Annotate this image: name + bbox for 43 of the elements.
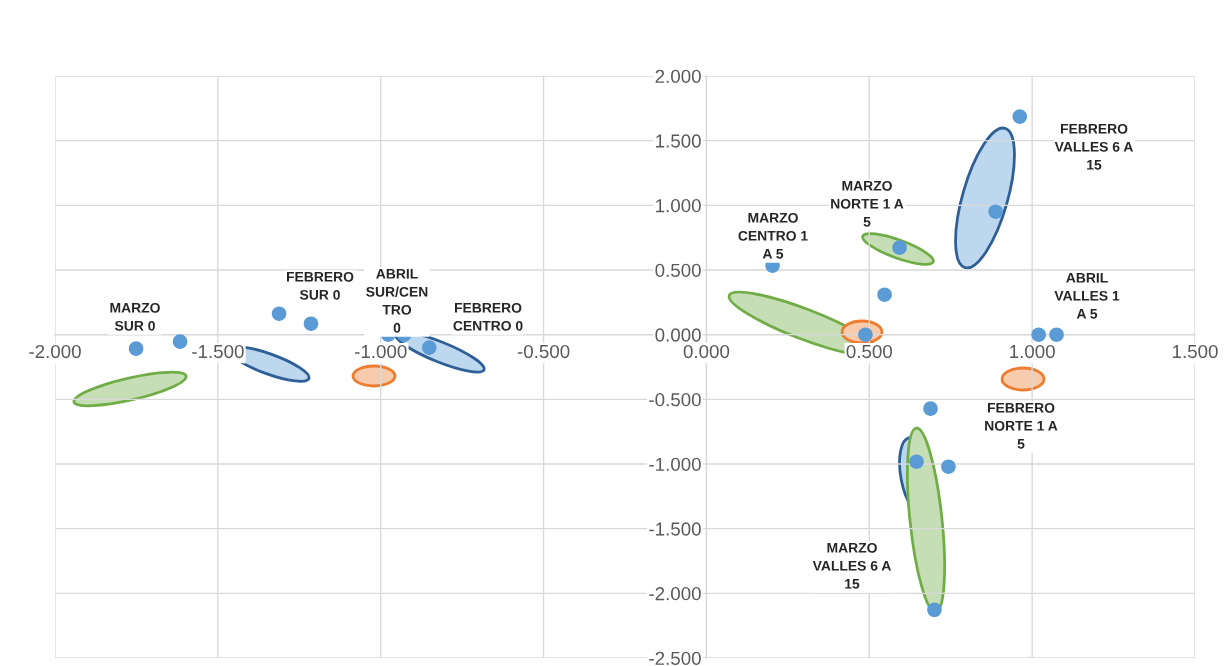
x-tick-label: -1.500 <box>192 344 244 359</box>
annotation: FEBRERO VALLES 6 A 15 <box>1054 123 1133 170</box>
annotation: FEBRERO CENTRO 0 <box>453 302 523 331</box>
y-tick-label: 1.500 <box>656 134 701 148</box>
point <box>923 401 938 416</box>
point <box>1012 109 1028 124</box>
point <box>988 204 1003 219</box>
y-tick-label: 0.000 <box>655 328 701 342</box>
y-tick-label: -2.500 <box>649 651 701 665</box>
point <box>1049 327 1064 342</box>
point <box>421 340 437 355</box>
y-tick-label: -0.500 <box>649 393 701 407</box>
x-tick-label: 0.000 <box>683 344 730 359</box>
point <box>909 454 924 469</box>
point <box>877 287 892 302</box>
y-tick-label: 2.000 <box>655 69 701 83</box>
annotation: FEBRERO NORTE 1 A 5 <box>985 402 1058 449</box>
annotation: ABRIL VALLES 1 A 5 <box>1054 273 1120 319</box>
y-tick-label: 0.500 <box>655 263 701 277</box>
y-tick-label: -2.000 <box>649 587 701 601</box>
annotation: MARZO SUR 0 <box>110 302 160 331</box>
annotation: ABRIL SUR/CEN TRO 0 <box>366 269 428 333</box>
point <box>941 459 956 474</box>
annotation: FEBRERO SUR 0 <box>286 271 354 300</box>
point <box>172 334 188 349</box>
y-tick-label: -1.000 <box>649 457 701 471</box>
x-tick-label: 1.000 <box>1010 344 1055 359</box>
point <box>927 602 942 618</box>
x-tick-label: -1.000 <box>354 344 407 359</box>
x-tick-label: 1.500 <box>1172 344 1218 359</box>
annotation: MARZO CENTRO 1 A 5 <box>738 212 808 259</box>
point <box>892 240 907 255</box>
point <box>303 316 319 331</box>
x-tick-label: -0.500 <box>517 344 570 359</box>
point <box>271 306 287 321</box>
x-tick-label: -2.000 <box>29 344 81 359</box>
annotation: MARZO NORTE 1 A 5 <box>831 180 904 227</box>
y-tick-label: 1.000 <box>656 199 701 213</box>
annotation: MARZO VALLES 6 A 15 <box>812 542 891 589</box>
point <box>1031 327 1046 342</box>
y-tick-label: -1.500 <box>649 522 701 536</box>
point <box>128 341 144 356</box>
x-tick-label: 0.500 <box>846 344 893 359</box>
